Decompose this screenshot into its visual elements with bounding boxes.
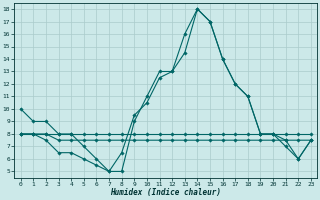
X-axis label: Humidex (Indice chaleur): Humidex (Indice chaleur) bbox=[110, 188, 221, 197]
